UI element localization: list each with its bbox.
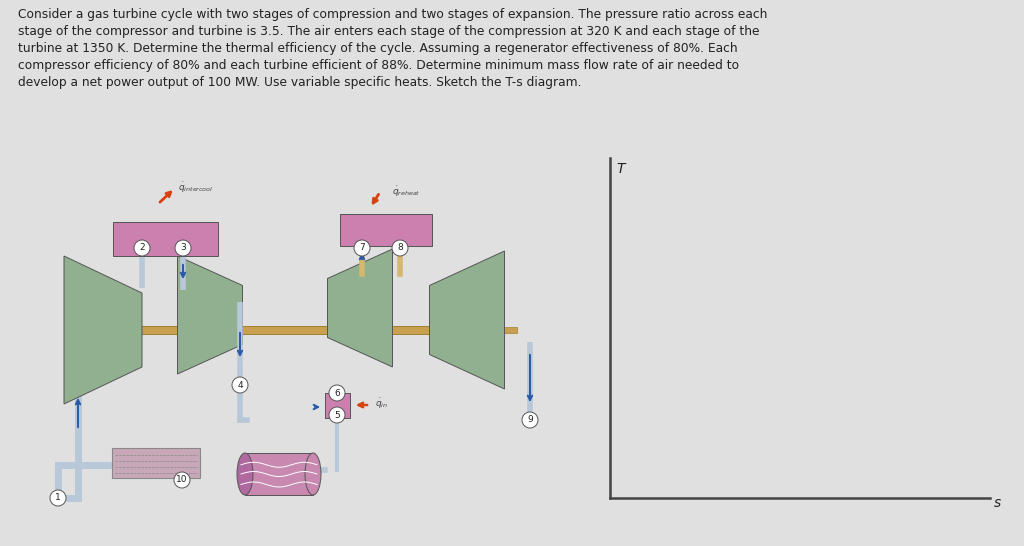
Bar [113, 222, 218, 256]
Text: s: s [994, 496, 1001, 510]
Text: 3: 3 [180, 244, 186, 252]
Circle shape [50, 490, 66, 506]
Ellipse shape [305, 453, 321, 495]
Bar [499, 327, 517, 333]
Text: 10: 10 [176, 476, 187, 484]
Ellipse shape [237, 453, 253, 495]
Text: $\dot{q}_{intercool}$: $\dot{q}_{intercool}$ [178, 181, 213, 195]
Text: 9: 9 [527, 416, 532, 424]
Text: $\dot{q}_{in}$: $\dot{q}_{in}$ [375, 397, 388, 411]
Text: $\dot{q}_{reheat}$: $\dot{q}_{reheat}$ [392, 185, 421, 199]
Bar [340, 214, 432, 246]
Polygon shape [328, 249, 392, 367]
Polygon shape [429, 251, 505, 389]
Circle shape [329, 407, 345, 423]
Text: 7: 7 [359, 244, 365, 252]
Circle shape [175, 240, 191, 256]
Text: develop a net power output of 100 MW. Use variable specific heats. Sketch the T-: develop a net power output of 100 MW. Us… [18, 76, 582, 89]
Bar [325, 393, 350, 418]
Text: Consider a gas turbine cycle with two stages of compression and two stages of ex: Consider a gas turbine cycle with two st… [18, 8, 767, 21]
Circle shape [392, 240, 408, 256]
Circle shape [232, 377, 248, 393]
Bar [112, 448, 200, 478]
Bar [69, 326, 499, 334]
Bar [245, 453, 313, 495]
Text: 8: 8 [397, 244, 402, 252]
Text: compressor efficiency of 80% and each turbine efficient of 88%. Determine minimu: compressor efficiency of 80% and each tu… [18, 59, 739, 72]
Polygon shape [177, 256, 243, 374]
Circle shape [329, 385, 345, 401]
Polygon shape [63, 256, 142, 404]
Text: 2: 2 [139, 244, 144, 252]
Circle shape [522, 412, 538, 428]
Text: 1: 1 [55, 494, 60, 502]
Text: 4: 4 [238, 381, 243, 389]
Circle shape [354, 240, 370, 256]
Text: T: T [616, 162, 625, 176]
Text: turbine at 1350 K. Determine the thermal efficiency of the cycle. Assuming a reg: turbine at 1350 K. Determine the thermal… [18, 42, 737, 55]
Circle shape [134, 240, 150, 256]
Text: 5: 5 [334, 411, 340, 419]
Text: stage of the compressor and turbine is 3.5. The air enters each stage of the com: stage of the compressor and turbine is 3… [18, 25, 760, 38]
Text: 6: 6 [334, 389, 340, 397]
Circle shape [174, 472, 190, 488]
